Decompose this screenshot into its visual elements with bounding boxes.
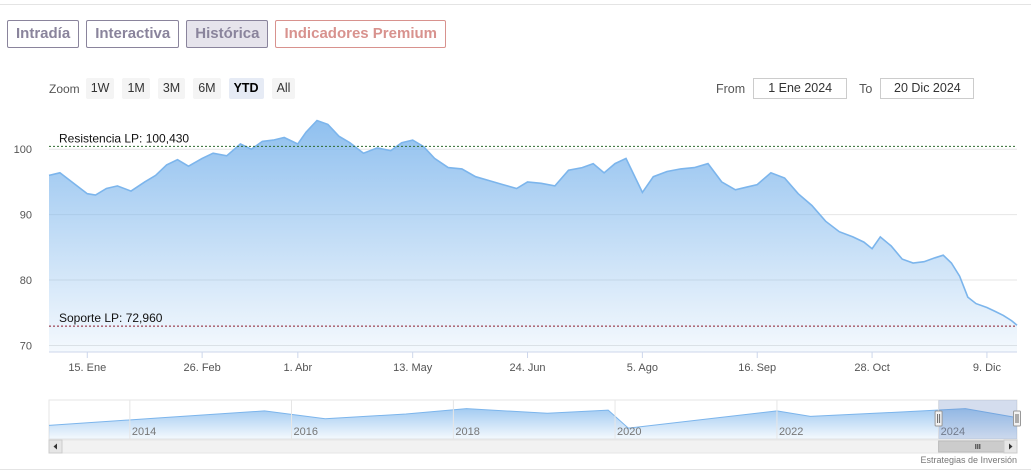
navigator-line (48, 408, 1018, 429)
zoom-label: Zoom (49, 81, 80, 96)
x-tick-label: 13. May (393, 362, 433, 374)
zoom-1m-button[interactable]: 1M (122, 78, 150, 99)
to-label: To (859, 81, 873, 96)
navigator-left-handle[interactable] (934, 410, 943, 427)
navigator-selection (938, 400, 1017, 439)
scrollbar-track (48, 439, 1018, 454)
reference-lines: Resistencia LP: 100,430 Soporte LP: 72,96… (49, 131, 1017, 327)
y-tick-label: 100 (14, 144, 32, 156)
support-label: Soporte LP: 72,960 (59, 311, 163, 325)
credit-text: Estrategias de Inversión (920, 455, 1017, 465)
price-series (48, 119, 1018, 352)
x-tick-label: 5. Ago (627, 362, 658, 374)
x-tick-label: 9. Dic (973, 362, 1002, 374)
navigator-year-label: 2016 (293, 426, 317, 438)
y-tick-label: 70 (20, 340, 32, 352)
zoom-1w-button[interactable]: 1W (85, 78, 115, 99)
date-range: From 1 Ene 2024 To 20 Dic 2024 (716, 78, 986, 99)
tab-intradia[interactable]: Intradía (7, 20, 80, 48)
to-date-input[interactable]: 20 Dic 2024 (880, 78, 975, 99)
zoom-ytd-button[interactable]: YTD (228, 78, 264, 99)
x-tick-label: 1. Abr (283, 362, 312, 374)
from-label: From (716, 81, 746, 96)
zoom-selector: Zoom 1W 1M 3M 6M YTD All (49, 78, 303, 99)
x-axis: 15. Ene 26. Feb 1. Abr 13. May 24. Jun 5. Ago… (49, 351, 1017, 374)
navigator-right-handle[interactable] (1013, 410, 1021, 427)
navigator-year-label: 2024 (941, 426, 965, 438)
x-tick-label: 28. Oct (854, 362, 889, 374)
zoom-3m-button[interactable]: 3M (157, 78, 186, 99)
navigator-year-label: 2018 (455, 426, 479, 438)
zoom-6m-button[interactable]: 6M (193, 78, 221, 99)
tab-interactiva[interactable]: Interactiva (86, 20, 180, 48)
navigator-year-label: 2022 (779, 426, 803, 438)
y-tick-label: 90 (20, 210, 32, 222)
from-date-input[interactable]: 1 Ene 2024 (753, 78, 848, 99)
x-tick-label: 16. Sep (738, 362, 776, 374)
tab-historica[interactable]: Histórica (186, 20, 269, 48)
chevron-left-icon (53, 443, 57, 450)
y-axis: 70 80 90 100 (14, 144, 32, 352)
x-tick-label: 15. Ene (68, 362, 106, 374)
y-tick-label: 80 (20, 275, 32, 287)
series-line (48, 119, 1018, 326)
chevron-right-icon (1009, 443, 1013, 450)
page-frame (0, 4, 1031, 470)
series-area (49, 120, 1017, 352)
navigator-year-label: 2020 (617, 426, 641, 438)
tab-indicadores-premium[interactable]: Indicadores Premium (275, 20, 446, 48)
navigator-year-label: 2014 (132, 426, 156, 438)
navigator[interactable]: 2014 2016 2018 2020 2022 2024 (48, 399, 1021, 454)
chart-tabs: Intradía Interactiva Histórica Indicador… (7, 20, 453, 48)
zoom-all-button[interactable]: All (271, 78, 296, 99)
x-tick-label: 24. Jun (509, 362, 545, 374)
x-tick-label: 26. Feb (183, 362, 220, 374)
resistance-label: Resistencia LP: 100,430 (59, 131, 189, 145)
